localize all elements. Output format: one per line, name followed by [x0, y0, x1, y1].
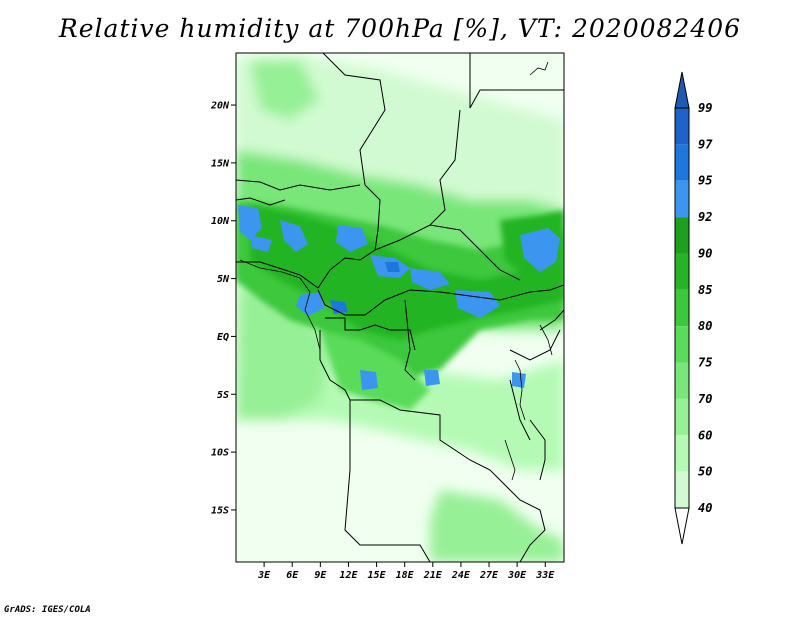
- colorbar-label: 85: [698, 283, 712, 297]
- colorbar-segment: [675, 217, 689, 254]
- colorbar-label: 90: [698, 246, 712, 260]
- longitude-axis: 3E 6E 9E 12E 15E 18E 21E 24E 27E 30E 33E: [257, 562, 555, 581]
- colorbar-segment: [675, 289, 689, 327]
- colorbar-segment: [675, 180, 689, 218]
- lat-tick-label: EQ: [217, 332, 229, 343]
- lon-tick-label: 6E: [286, 570, 299, 581]
- colorbar-segment: [675, 435, 689, 472]
- coastlines: [239, 61, 553, 481]
- colorbar-label: 40: [698, 501, 712, 515]
- colorbar: 99 97 95 92 90 85 80 75 70 60 50 40: [674, 71, 713, 545]
- colorbar-label: 80: [698, 319, 712, 333]
- lon-tick-label: 9E: [314, 570, 327, 581]
- colorbar-frame: [674, 107, 690, 509]
- colorbar-label: 99: [698, 101, 712, 115]
- colorbar-label: 95: [698, 174, 712, 188]
- lon-tick-label: 15E: [368, 570, 387, 581]
- colorbar-label: 97: [698, 137, 713, 151]
- colorbar-segment: [675, 471, 689, 508]
- colorbar-top-arrow: [674, 71, 690, 109]
- grads-credit: GrADS: IGES/COLA: [4, 605, 91, 615]
- colorbar-segment: [675, 108, 689, 145]
- lon-tick-label: 24E: [451, 570, 471, 581]
- colorbar-label: 92: [698, 210, 712, 224]
- country-borders: [236, 53, 564, 562]
- lon-tick-label: 30E: [507, 570, 527, 581]
- colorbar-segment: [675, 326, 689, 363]
- lat-tick-label: 10S: [211, 448, 229, 459]
- colorbar-label: 70: [698, 392, 712, 406]
- lat-tick-label: 5S: [217, 390, 229, 401]
- colorbar-label: 50: [698, 465, 712, 479]
- colorbar-segment: [675, 398, 689, 436]
- map-frame: [235, 52, 565, 563]
- colorbar-segment: [675, 253, 689, 290]
- lon-tick-label: 27E: [479, 570, 499, 581]
- colorbar-bottom-arrow: [674, 507, 690, 545]
- colorbar-segment: [675, 144, 689, 181]
- map-title: Relative humidity at 700hPa [%], VT: 202…: [58, 14, 742, 43]
- lon-tick-label: 3E: [257, 570, 271, 581]
- colorbar-label: 75: [698, 356, 712, 370]
- lon-tick-label: 18E: [396, 570, 415, 581]
- lat-tick-label: 15S: [211, 505, 229, 516]
- colorbar-segment: [675, 362, 689, 399]
- lat-tick-label: 15N: [211, 158, 230, 169]
- saturated-patches: [238, 205, 560, 390]
- colorbar-label: 60: [698, 428, 712, 442]
- latitude-axis: 20N 15N 10N 5N EQ 5S 10S 15S: [210, 101, 236, 516]
- lon-tick-label: 12E: [339, 570, 358, 581]
- lat-tick-label: 10N: [211, 216, 230, 227]
- lon-tick-label: 21E: [423, 570, 443, 581]
- lon-tick-label: 33E: [535, 570, 555, 581]
- humidity-field: [236, 53, 564, 562]
- lat-tick-label: 20N: [210, 101, 230, 112]
- lat-tick-label: 5N: [217, 274, 230, 285]
